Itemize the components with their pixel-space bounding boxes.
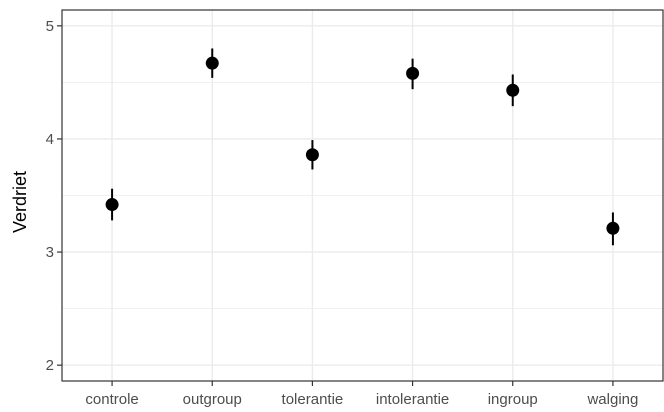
x-tick-label: controle bbox=[85, 391, 138, 408]
data-point bbox=[506, 83, 520, 97]
x-tick-label: intolerantie bbox=[376, 391, 449, 408]
y-axis-ticks: 2 3 4 5 bbox=[46, 18, 62, 374]
data-point bbox=[406, 66, 420, 80]
x-axis-ticks: controle outgroup tolerantie intolerantie in… bbox=[85, 381, 638, 408]
y-tick-label: 2 bbox=[46, 357, 54, 374]
y-tick-label: 4 bbox=[46, 131, 54, 148]
y-tick-label: 3 bbox=[46, 244, 54, 261]
panel-border bbox=[61, 9, 664, 382]
x-tick-label: outgroup bbox=[183, 391, 242, 408]
data-point bbox=[305, 148, 319, 162]
x-tick-label: ingroup bbox=[488, 391, 538, 408]
grid-minor bbox=[62, 81, 663, 310]
y-tick-label: 5 bbox=[46, 18, 54, 35]
data-points bbox=[105, 56, 620, 235]
y-axis-title: Verdriet bbox=[10, 171, 30, 233]
data-point bbox=[205, 56, 219, 70]
x-tick-label: tolerantie bbox=[282, 391, 344, 408]
x-tick-label: walging bbox=[586, 391, 638, 408]
data-point bbox=[606, 221, 620, 235]
data-point bbox=[105, 198, 119, 212]
error-bars bbox=[111, 48, 614, 246]
